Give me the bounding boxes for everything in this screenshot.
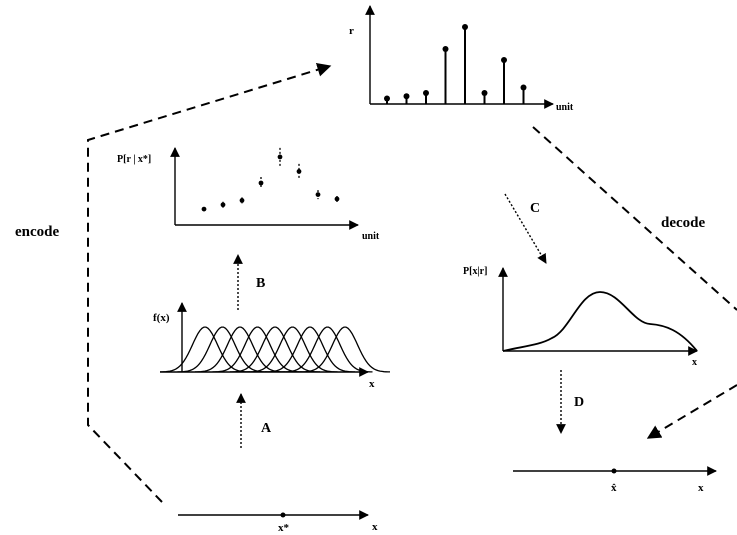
likelihood-point — [201, 206, 207, 212]
tuning-curve — [300, 326, 390, 373]
decode-label: decode — [661, 215, 706, 231]
arrow-b-label: B — [256, 276, 265, 291]
arrow-c-label: C — [530, 201, 540, 216]
response-y-label: r — [349, 25, 354, 37]
response-stem-head — [384, 95, 390, 102]
estimate-marker — [611, 468, 617, 474]
tuning-curves — [160, 326, 390, 373]
likelihood-point — [239, 198, 245, 203]
arrow-d-label: D — [574, 395, 584, 410]
encode-label: encode — [15, 224, 60, 240]
stimulus-axis: x* x — [178, 510, 378, 534]
tuning-y-label: f(x) — [153, 312, 170, 324]
response-stems — [384, 24, 527, 104]
tuning-curve — [160, 326, 250, 373]
posterior-plot: P[x|r] x — [463, 266, 698, 368]
response-x-label: unit — [556, 102, 574, 113]
stimulus-axis-label: x — [372, 521, 378, 533]
estimate-marker-label: x̂ — [611, 482, 617, 494]
stimulus-marker-label: x* — [278, 522, 290, 534]
likelihood-point — [315, 192, 321, 198]
decode-path-lower — [646, 384, 737, 439]
response-stem-head — [462, 24, 468, 30]
response-stem-head — [423, 90, 429, 96]
posterior-y-label: P[x|r] — [463, 266, 487, 277]
response-stem-head — [403, 93, 410, 100]
estimate-axis-label: x — [698, 482, 704, 494]
tuning-curve — [247, 326, 338, 373]
likelihood-point — [258, 180, 264, 186]
tuning-curve — [230, 326, 320, 373]
response-stem-head — [520, 84, 527, 91]
tuning-curve — [195, 326, 285, 373]
tuning-curve — [212, 326, 303, 373]
tuning-curve — [265, 326, 355, 373]
likelihood-plot: P[r | x*] unit — [117, 147, 380, 242]
likelihood-points — [201, 147, 340, 212]
response-plot: r unit — [349, 5, 574, 113]
response-stem-head — [501, 57, 507, 63]
estimate-axis: x̂ x — [513, 466, 717, 494]
arrow-c — [504, 193, 547, 264]
likelihood-point — [296, 169, 302, 174]
tuning-curves-plot: f(x) x — [153, 302, 390, 390]
response-stem-head — [442, 46, 449, 52]
posterior-curve — [502, 291, 698, 352]
likelihood-x-label: unit — [362, 231, 380, 242]
likelihood-point — [220, 202, 226, 208]
response-stem-head — [481, 90, 488, 96]
tuning-curve — [177, 326, 268, 373]
likelihood-point — [277, 154, 283, 160]
decode-path-upper — [532, 126, 737, 311]
posterior-x-label: x — [692, 357, 697, 368]
likelihood-point — [334, 196, 340, 202]
arrow-a-label: A — [261, 421, 272, 436]
tuning-curve — [282, 326, 373, 373]
tuning-x-label: x — [369, 378, 375, 390]
stimulus-marker — [280, 512, 286, 518]
encode-path — [87, 62, 332, 503]
likelihood-y-label: P[r | x*] — [117, 154, 151, 165]
